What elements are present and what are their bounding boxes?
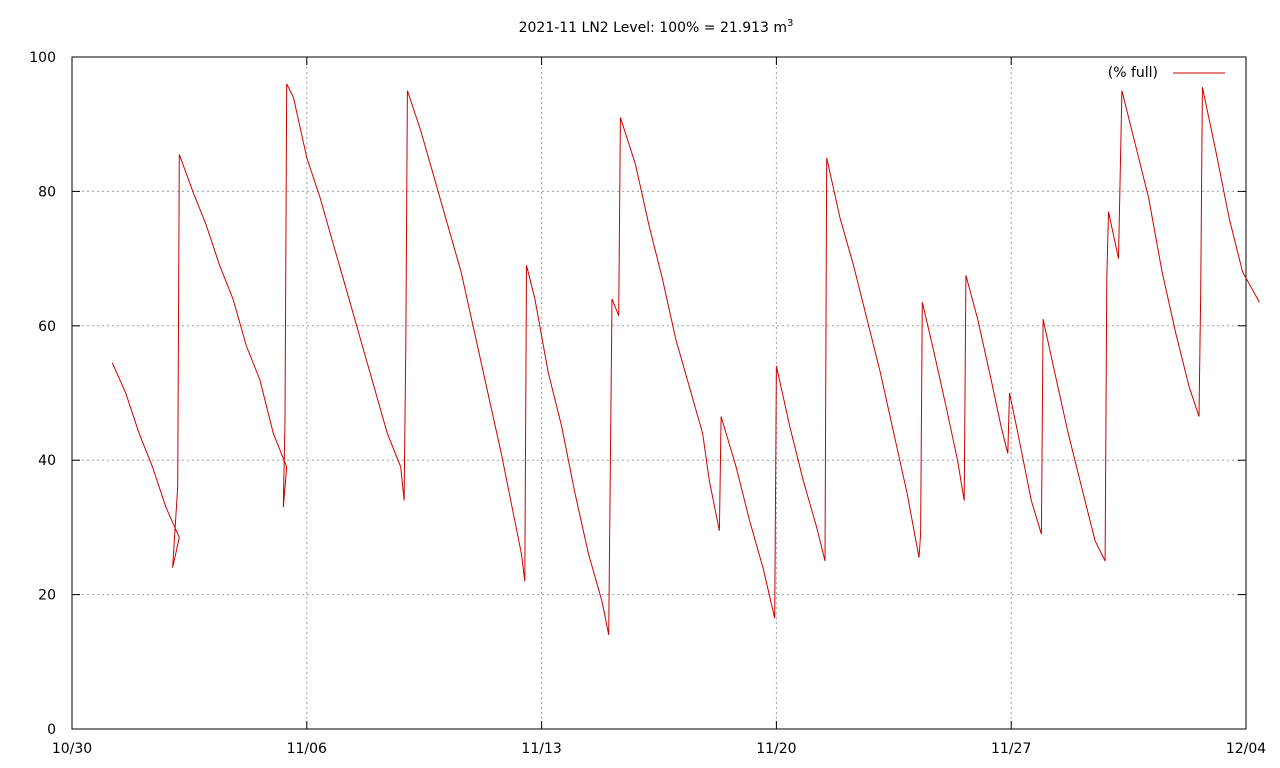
chart-title: 2021-11 LN2 Level: 100% = 21.913 m3: [519, 18, 794, 36]
x-tick-label: 11/13: [521, 741, 561, 757]
y-tick-label: 20: [38, 588, 56, 604]
legend: (% full): [1108, 65, 1225, 81]
legend-label: (% full): [1108, 65, 1158, 81]
x-tick-label: 10/30: [52, 741, 92, 757]
tick-layer: 0 20 40 60 80 100 10/30 11/06 11/13 11/20 11/27 12/…: [29, 50, 1266, 757]
series-layer: [111, 83, 1260, 635]
y-tick-label: 40: [38, 453, 56, 469]
x-tick-label: 11/20: [756, 741, 796, 757]
y-tick-label: 0: [47, 722, 56, 738]
x-tick-label: 12/04: [1226, 741, 1266, 757]
plot-frame: [71, 56, 1247, 730]
x-tick-label: 11/27: [991, 741, 1031, 757]
x-tick-label: 11/06: [287, 741, 327, 757]
y-tick-label: 80: [38, 184, 56, 200]
series-line-0: [111, 83, 1260, 635]
y-tick-label: 100: [29, 50, 56, 66]
chart-title-text: 2021-11 LN2 Level: 100% = 21.913 m: [519, 20, 787, 36]
chart-title-superscript: 3: [787, 18, 793, 29]
y-tick-label: 60: [38, 319, 56, 335]
grid-layer: [72, 57, 1246, 729]
